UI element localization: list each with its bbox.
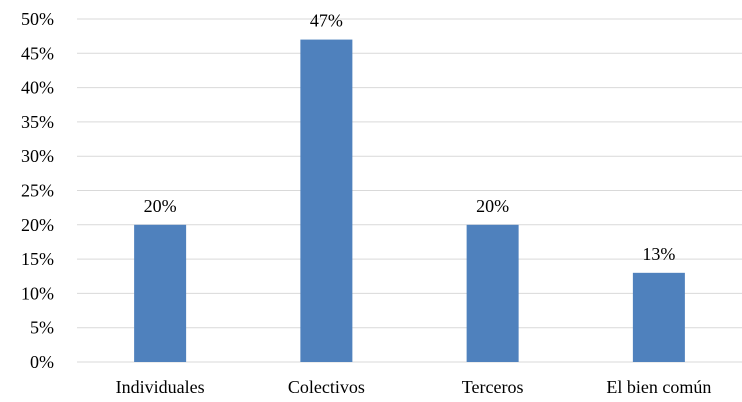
y-tick-label: 45% [21,43,54,63]
bar [134,224,187,362]
data-labels: 20% 47% 20% 13% [144,11,676,264]
bar [466,224,519,362]
bar-value-label: 47% [310,11,343,31]
x-category-label: Individuales [116,377,205,397]
y-tick-label: 25% [21,181,54,201]
y-tick-label: 50% [21,9,54,29]
y-tick-label: 10% [21,283,54,303]
y-tick-label: 0% [30,352,54,372]
y-tick-label: 5% [30,318,54,338]
y-tick-label: 15% [21,249,54,269]
bar-value-label: 20% [476,196,509,216]
y-axis-tick-labels: 0% 5% 10% 15% 20% 25% 30% 35% 40% 45% 50% [21,9,54,372]
y-tick-label: 35% [21,112,54,132]
x-axis-category-labels: Individuales Colectivos Terceros El bien co… [116,377,712,397]
bar [300,39,353,362]
gridlines [77,18,742,363]
x-category-label: Terceros [462,377,524,397]
y-tick-label: 30% [21,146,54,166]
x-category-label: Colectivos [288,377,365,397]
bar [632,272,685,362]
y-tick-label: 40% [21,78,54,98]
x-category-label: El bien común [606,377,711,397]
bars [134,39,685,362]
y-tick-label: 20% [21,215,54,235]
bar-value-label: 20% [144,196,177,216]
bar-value-label: 13% [642,244,675,264]
